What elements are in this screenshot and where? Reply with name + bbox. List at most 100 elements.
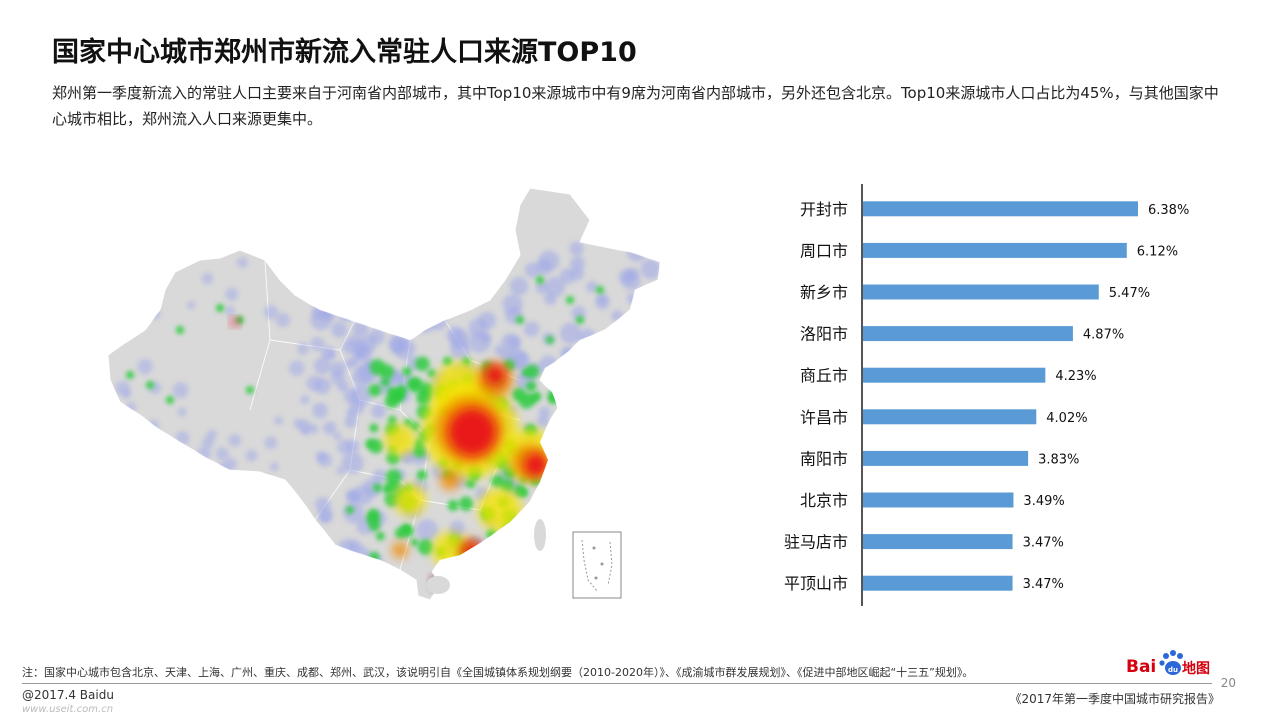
bar xyxy=(863,326,1073,342)
bar xyxy=(863,575,1013,591)
heat-blob xyxy=(484,258,503,277)
heat-blob xyxy=(465,568,487,589)
heat-blob xyxy=(371,403,387,419)
heat-blob xyxy=(524,262,540,278)
heat-blob xyxy=(559,526,568,535)
heat-blob xyxy=(640,388,653,401)
heat-blob xyxy=(201,272,214,285)
heat-blob xyxy=(264,436,278,450)
heat-blob xyxy=(478,488,522,532)
heat-blob xyxy=(115,380,131,396)
heat-blob xyxy=(572,356,587,370)
heat-blob xyxy=(564,416,581,433)
heat-blob xyxy=(611,309,624,322)
heat-blob xyxy=(570,255,585,271)
heat-blob xyxy=(525,380,537,392)
heat-blob xyxy=(140,258,150,269)
heat-blob xyxy=(518,392,535,409)
heat-blob xyxy=(447,499,459,512)
heat-blob xyxy=(458,496,474,511)
heat-blob xyxy=(536,414,550,428)
heat-blob xyxy=(449,520,465,536)
heat-blob xyxy=(342,257,355,271)
heat-blob xyxy=(348,539,361,553)
heat-blob xyxy=(137,455,153,471)
heat-blob xyxy=(340,557,354,571)
page-title: 国家中心城市郑州市新流入常驻人口来源TOP10 xyxy=(52,37,637,68)
heat-blob xyxy=(566,296,574,304)
heat-blob xyxy=(494,345,505,356)
heat-blob xyxy=(535,281,549,294)
category-label: 驻马店市 xyxy=(784,533,848,552)
category-label: 洛阳市 xyxy=(800,325,848,344)
heat-blob xyxy=(636,233,650,248)
heat-blob xyxy=(448,408,496,456)
heat-blob xyxy=(538,250,560,272)
data-label: 4.02% xyxy=(1046,411,1087,426)
data-label: 6.38% xyxy=(1148,203,1189,218)
heat-blob xyxy=(557,457,571,471)
heat-blob xyxy=(384,424,416,456)
category-label: 商丘市 xyxy=(800,366,848,385)
heat-blob xyxy=(417,539,434,555)
heat-blob xyxy=(403,418,413,427)
heat-blob xyxy=(595,295,610,310)
heat-blob xyxy=(615,354,629,368)
heat-blob xyxy=(597,513,618,533)
data-label: 6.12% xyxy=(1137,244,1178,259)
heat-blob xyxy=(583,352,599,367)
china-heatmap xyxy=(100,180,680,610)
heat-blob xyxy=(608,388,620,400)
heat-blob xyxy=(312,402,328,419)
heat-blob xyxy=(508,554,519,565)
heat-blob xyxy=(537,566,559,587)
heat-blob xyxy=(480,332,492,344)
bar xyxy=(863,201,1138,217)
china-heatmap-svg xyxy=(107,187,661,601)
heat-blob xyxy=(132,304,142,314)
heat-blob xyxy=(137,359,153,375)
heat-blob xyxy=(563,391,581,408)
heat-blob xyxy=(396,275,411,290)
heat-blob xyxy=(431,256,453,278)
heat-blob xyxy=(395,250,410,265)
data-label: 3.47% xyxy=(1023,536,1064,551)
heat-blob xyxy=(385,469,402,485)
heat-blob xyxy=(343,307,356,320)
heat-blob xyxy=(546,336,554,344)
heat-blob xyxy=(576,316,584,324)
heat-blob xyxy=(639,554,660,575)
heat-blob xyxy=(407,377,424,393)
heat-blob xyxy=(610,464,621,475)
heat-blob xyxy=(483,545,506,568)
heat-blob xyxy=(326,350,336,359)
heat-blob xyxy=(432,301,447,316)
bar xyxy=(863,450,1029,466)
heat-blob xyxy=(570,266,584,281)
data-label: 3.47% xyxy=(1023,577,1064,592)
heat-blob xyxy=(396,384,408,396)
baidu-map-logo: Bai du 地图 xyxy=(1126,650,1210,677)
heat-blob xyxy=(397,284,413,300)
category-label: 新乡市 xyxy=(800,283,848,302)
heat-blob xyxy=(372,483,382,493)
heat-blob xyxy=(126,371,134,379)
heat-blob xyxy=(166,396,174,404)
heat-blob xyxy=(341,452,364,474)
heat-blob xyxy=(458,538,482,562)
heat-blob xyxy=(552,489,561,498)
heat-blob xyxy=(446,326,464,344)
heat-blob xyxy=(637,508,660,531)
heat-blob xyxy=(523,321,540,337)
heat-blob xyxy=(548,429,564,445)
heat-blob xyxy=(478,257,490,270)
heat-blob xyxy=(319,262,329,271)
heat-blob xyxy=(416,316,434,334)
heat-blob xyxy=(650,464,660,477)
south-china-sea-inset xyxy=(572,531,622,599)
heat-blob xyxy=(138,266,153,282)
heat-blob xyxy=(261,476,269,484)
heat-blob xyxy=(525,364,540,379)
heat-blob xyxy=(274,416,284,426)
heat-blob xyxy=(374,258,387,271)
